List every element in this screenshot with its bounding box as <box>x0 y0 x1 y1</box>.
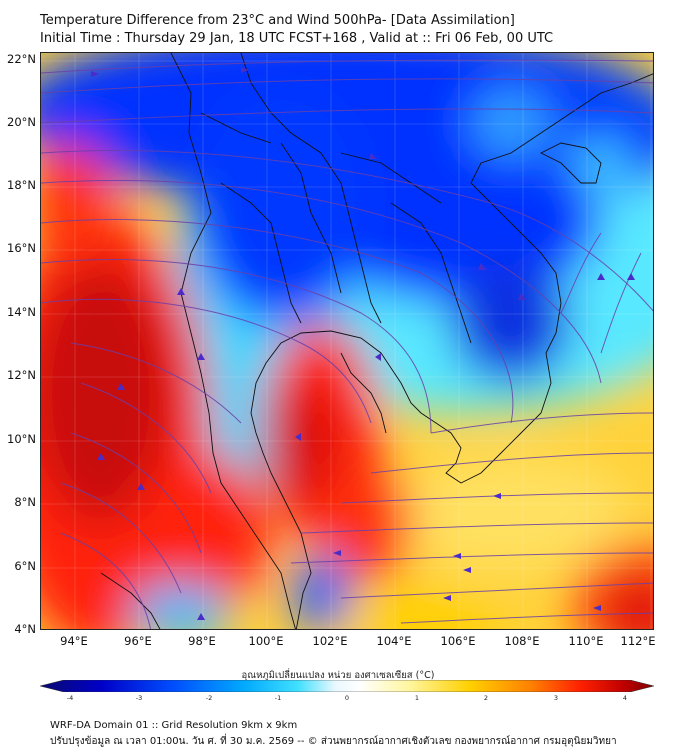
colorbar-tick: 2 <box>483 694 489 702</box>
colorbar-tick: 3 <box>553 694 559 702</box>
colorbar-tick: -4 <box>66 694 74 702</box>
lon-label: 94°E <box>60 634 88 648</box>
colorbar-label: อุณหภูมิเปลี่ยนแปลง หน่วย องศาเซลเซียส (… <box>241 670 435 681</box>
colorbar-tick: 4 <box>622 694 628 702</box>
wind-streamlines <box>41 59 653 629</box>
lat-label: 4°N <box>14 622 36 636</box>
lon-label: 108°E <box>504 634 540 648</box>
lon-label: 96°E <box>124 634 152 648</box>
lon-label: 110°E <box>568 634 604 648</box>
lon-label: 102°E <box>312 634 348 648</box>
title-line-1: Temperature Difference from 23°C and Win… <box>40 13 515 28</box>
lat-label: 12°N <box>7 368 36 382</box>
footer-update-info: ปรับปรุงข้อมูล ณ เวลา 01:00น. วัน ศ. ที่… <box>50 736 617 747</box>
map-panel[interactable] <box>40 52 654 630</box>
colorbar-tick: -3 <box>135 694 143 702</box>
lon-label: 100°E <box>248 634 284 648</box>
lat-label: 20°N <box>7 115 36 129</box>
colorbar-tick: 1 <box>414 694 420 702</box>
colorbar-tick: 0 <box>344 694 350 702</box>
temperature-field <box>41 53 653 629</box>
lon-label: 112°E <box>620 634 656 648</box>
lat-label: 14°N <box>7 305 36 319</box>
colorbar <box>40 680 654 692</box>
lat-label: 18°N <box>7 178 36 192</box>
wind-arrows <box>91 67 635 620</box>
lat-label: 6°N <box>14 559 36 573</box>
lon-label: 104°E <box>376 634 412 648</box>
lat-label: 22°N <box>7 52 36 66</box>
lon-label: 98°E <box>188 634 216 648</box>
colorbar-tick: -1 <box>274 694 282 702</box>
temperature-wind-map <box>41 53 653 629</box>
footer-model-info: WRF-DA Domain 01 :: Grid Resolution 9km … <box>50 720 298 731</box>
title-line-2: Initial Time : Thursday 29 Jan, 18 UTC F… <box>40 31 554 46</box>
lat-label: 8°N <box>14 495 36 509</box>
lon-label: 106°E <box>440 634 476 648</box>
lat-label: 10°N <box>7 432 36 446</box>
colorbar-tick: -2 <box>205 694 213 702</box>
lat-label: 16°N <box>7 241 36 255</box>
map-title: Temperature Difference from 23°C and Win… <box>40 12 553 48</box>
